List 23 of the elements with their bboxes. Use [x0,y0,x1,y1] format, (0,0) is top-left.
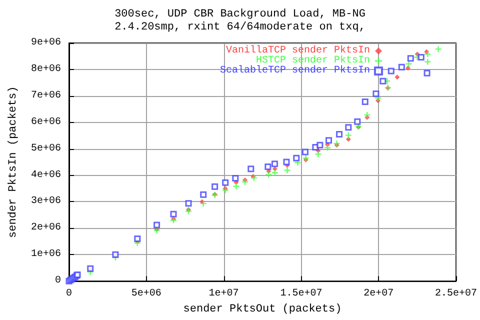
legend-label: HSTCP sender PktsIn [256,54,370,66]
x-axis-title: sender PktsOut (packets) [183,304,342,316]
y-axis-title: sender PktsIn (packets) [8,86,20,238]
chart-subtitle: 2.4.20smp, rxint 64/64moderate on txq, [114,22,366,34]
y-tick-label: 7e+06 [30,90,61,102]
legend-label: ScalableTCP sender PktsIn [220,64,370,76]
y-tick-label: 6e+06 [30,116,61,128]
x-tick-label: 0 [66,288,72,300]
y-tick-label: 8e+06 [30,64,61,75]
y-tick-label: 5e+06 [30,143,61,154]
y-tick-label: 9e+06 [30,38,61,48]
y-tick-label: 3e+06 [30,196,61,208]
x-tick-label: 2e+07 [364,288,394,300]
x-tick-label: 5e+06 [131,288,162,300]
y-tick-label: 2e+06 [30,222,61,234]
x-tick-label: 1.5e+07 [280,288,322,300]
y-tick-label: 1e+06 [30,249,61,260]
y-tick-label: 4e+06 [30,170,61,181]
x-tick-label: 2.5e+07 [434,288,478,300]
legend-label: VanillaTCP sender PktsIn [226,44,370,56]
chart-title: 300sec, UDP CBR Background Load, MB-NG [114,8,366,20]
y-tick-label: 0 [54,276,61,287]
x-tick-label: 1e+07 [208,288,239,300]
